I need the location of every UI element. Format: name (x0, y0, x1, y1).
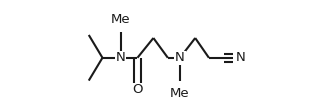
Text: N: N (175, 51, 185, 64)
Text: O: O (132, 83, 143, 96)
Text: Me: Me (111, 13, 130, 26)
Text: N: N (235, 51, 245, 64)
Text: N: N (116, 51, 126, 64)
Text: Me: Me (170, 87, 190, 100)
